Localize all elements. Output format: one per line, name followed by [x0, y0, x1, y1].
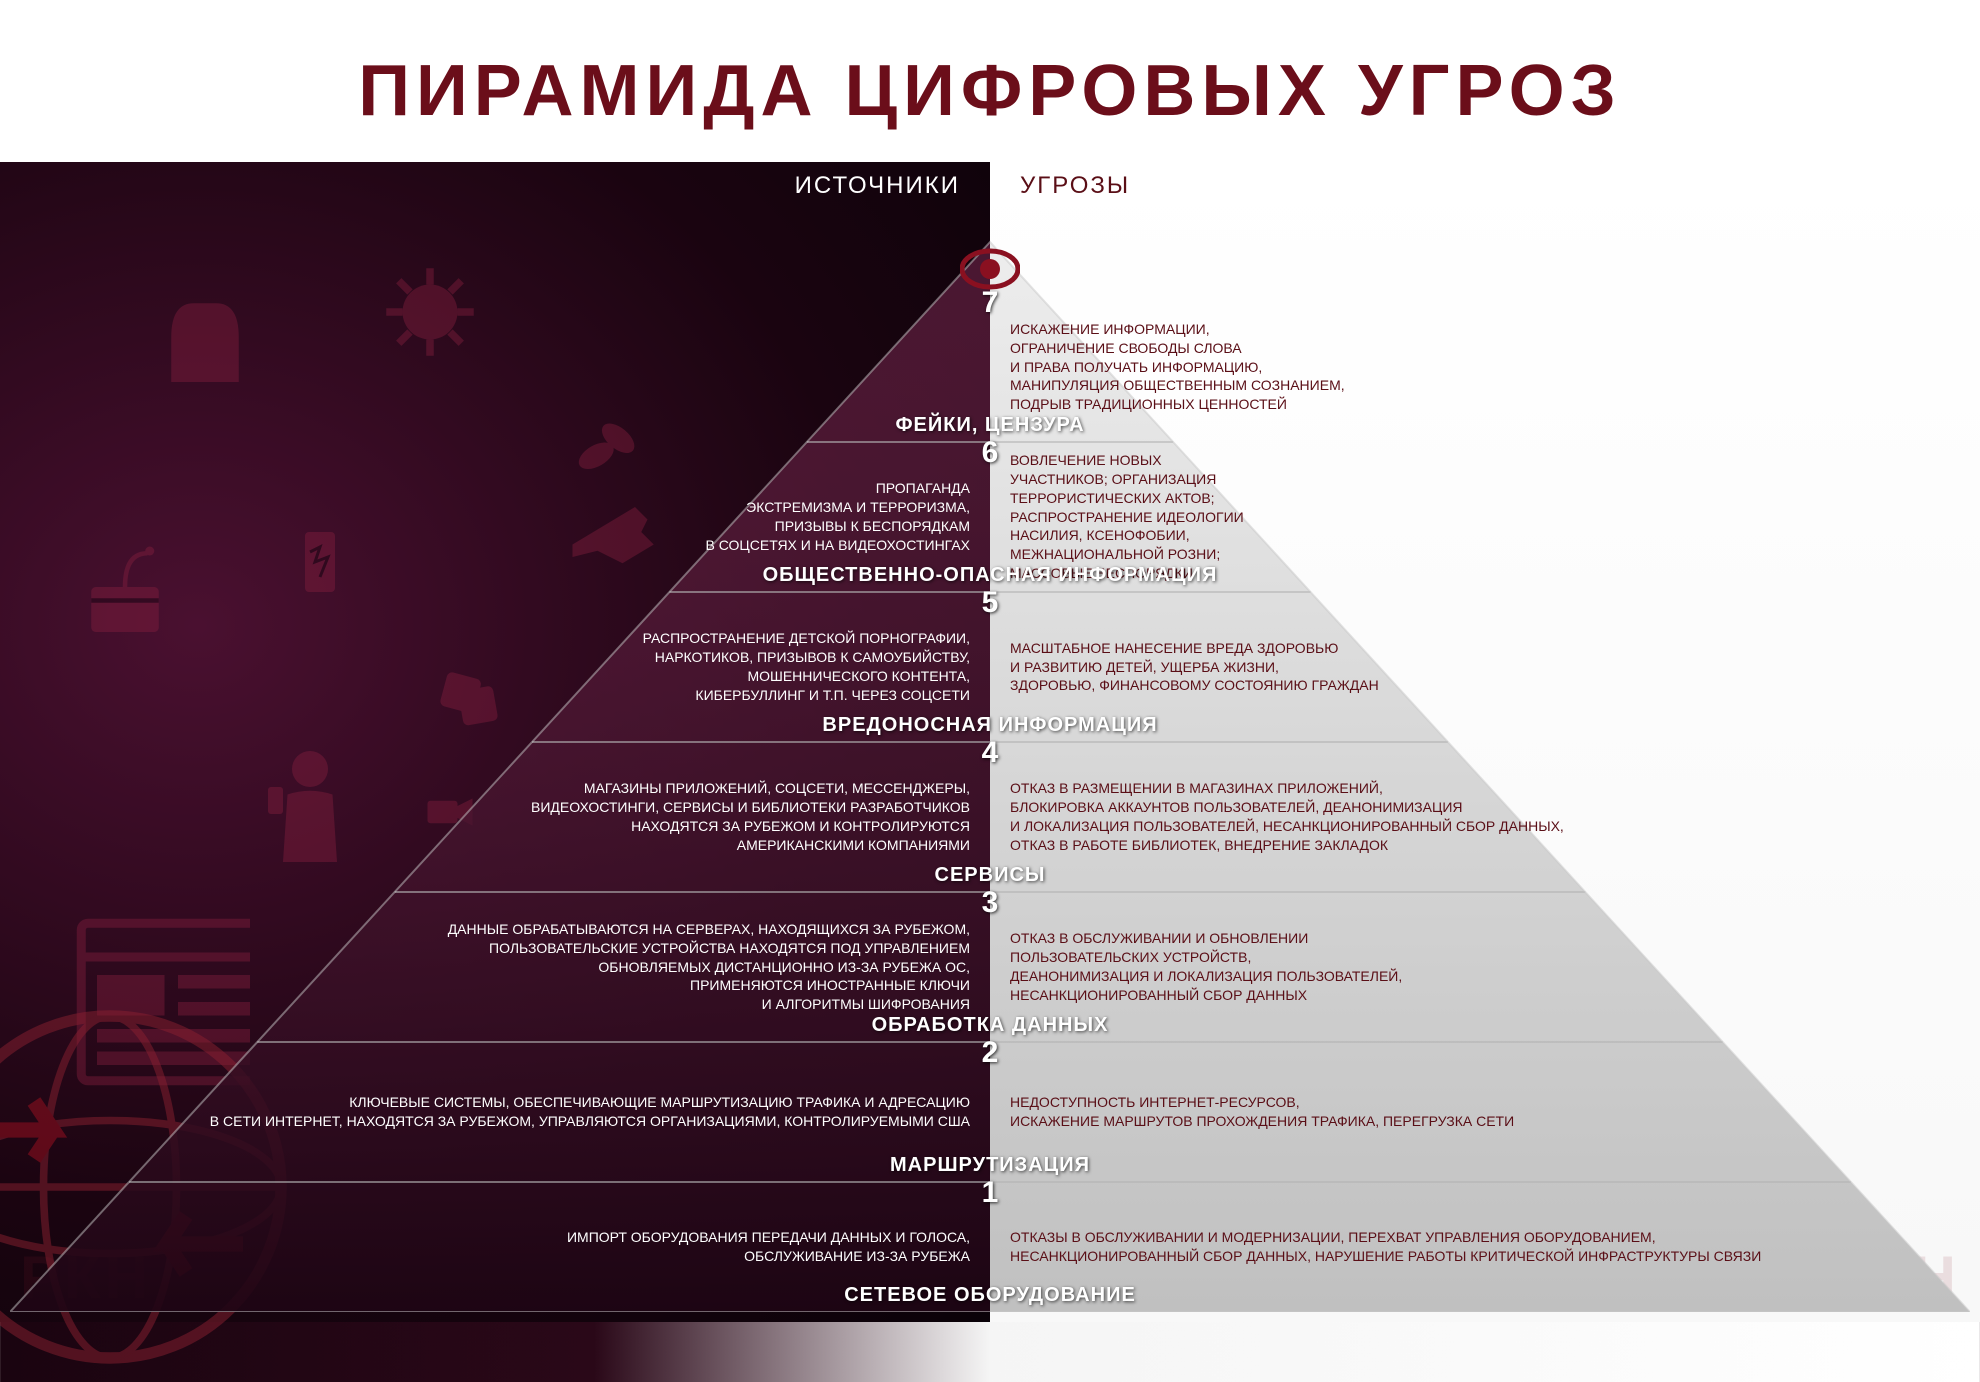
level-3-threats: ОТКАЗ В ОБСЛУЖИВАНИИ И ОБНОВЛЕНИИ ПОЛЬЗО…	[990, 892, 1970, 1042]
level-title-7: ФЕЙКИ, ЦЕНЗУРА	[895, 414, 1084, 437]
level-1-threats: ОТКАЗЫ В ОБСЛУЖИВАНИИ И МОДЕРНИЗАЦИИ, ПЕ…	[990, 1182, 1970, 1312]
pyramid-level-2: КЛЮЧЕВЫЕ СИСТЕМЫ, ОБЕСПЕЧИВАЮЩИЕ МАРШРУТ…	[10, 1042, 1970, 1182]
pyramid-level-3: ДАННЫЕ ОБРАБАТЫВАЮТСЯ НА СЕРВЕРАХ, НАХОД…	[10, 892, 1970, 1042]
level-number-4: 4	[982, 736, 999, 770]
level-3-sources: ДАННЫЕ ОБРАБАТЫВАЮТСЯ НА СЕРВЕРАХ, НАХОД…	[10, 892, 990, 1042]
pyramid-levels: ИСКАЖЕНИЕ ИНФОРМАЦИИ, ОГРАНИЧЕНИЕ СВОБОД…	[10, 212, 1970, 1312]
level-4-threats: ОТКАЗ В РАЗМЕЩЕНИИ В МАГАЗИНАХ ПРИЛОЖЕНИ…	[990, 742, 1970, 892]
level-2-threats: НЕДОСТУПНОСТЬ ИНТЕРНЕТ-РЕСУРСОВ, ИСКАЖЕН…	[990, 1042, 1970, 1182]
level-number-1: 1	[982, 1176, 999, 1210]
level-title-5: ВРЕДОНОСНАЯ ИНФОРМАЦИЯ	[822, 714, 1157, 737]
level-4-sources: МАГАЗИНЫ ПРИЛОЖЕНИЙ, СОЦСЕТИ, МЕССЕНДЖЕР…	[10, 742, 990, 892]
level-2-sources: КЛЮЧЕВЫЕ СИСТЕМЫ, ОБЕСПЕЧИВАЮЩИЕ МАРШРУТ…	[10, 1042, 990, 1182]
main-title: ПИРАМИДА ЦИФРОВЫХ УГРОЗ	[0, 0, 1980, 162]
pyramid: ИСКАЖЕНИЕ ИНФОРМАЦИИ, ОГРАНИЧЕНИЕ СВОБОД…	[10, 212, 1970, 1312]
pyramid-level-7: ИСКАЖЕНИЕ ИНФОРМАЦИИ, ОГРАНИЧЕНИЕ СВОБОД…	[10, 292, 1970, 442]
columns-header: ИСТОЧНИКИ УГРОЗЫ	[0, 172, 1980, 200]
level-title-3: ОБРАБОТКА ДАННЫХ	[872, 1014, 1109, 1037]
eye-icon	[960, 247, 1020, 297]
level-number-6: 6	[982, 436, 999, 470]
level-7-threats: ИСКАЖЕНИЕ ИНФОРМАЦИИ, ОГРАНИЧЕНИЕ СВОБОД…	[990, 292, 1970, 442]
level-title-6: ОБЩЕСТВЕННО-ОПАСНАЯ ИНФОРМАЦИЯ	[763, 564, 1218, 587]
column-label-sources: ИСТОЧНИКИ	[0, 172, 990, 200]
level-number-2: 2	[982, 1036, 999, 1070]
level-title-4: СЕРВИСЫ	[935, 864, 1046, 887]
level-7-sources	[10, 292, 990, 442]
pyramid-level-4: МАГАЗИНЫ ПРИЛОЖЕНИЙ, СОЦСЕТИ, МЕССЕНДЖЕР…	[10, 742, 1970, 892]
level-1-sources: ИМПОРТ ОБОРУДОВАНИЯ ПЕРЕДАЧИ ДАННЫХ И ГО…	[10, 1182, 990, 1312]
main-area: ИСТОЧНИКИ УГРОЗЫ ИСКАЖЕНИЕ ИНФОРМАЦИИ, О…	[0, 162, 1980, 1322]
level-title-2: МАРШРУТИЗАЦИЯ	[890, 1154, 1090, 1177]
level-number-5: 5	[982, 586, 999, 620]
pyramid-level-1: ИМПОРТ ОБОРУДОВАНИЯ ПЕРЕДАЧИ ДАННЫХ И ГО…	[10, 1182, 1970, 1312]
pyramid-level-6: ПРОПАГАНДА ЭКСТРЕМИЗМА И ТЕРРОРИЗМА, ПРИ…	[10, 442, 1970, 592]
pyramid-level-5: РАСПРОСТРАНЕНИЕ ДЕТСКОЙ ПОРНОГРАФИИ, НАР…	[10, 592, 1970, 742]
column-label-threats: УГРОЗЫ	[990, 172, 1980, 200]
level-title-1: СЕТЕВОЕ ОБОРУДОВАНИЕ	[844, 1284, 1136, 1307]
level-number-3: 3	[982, 886, 999, 920]
